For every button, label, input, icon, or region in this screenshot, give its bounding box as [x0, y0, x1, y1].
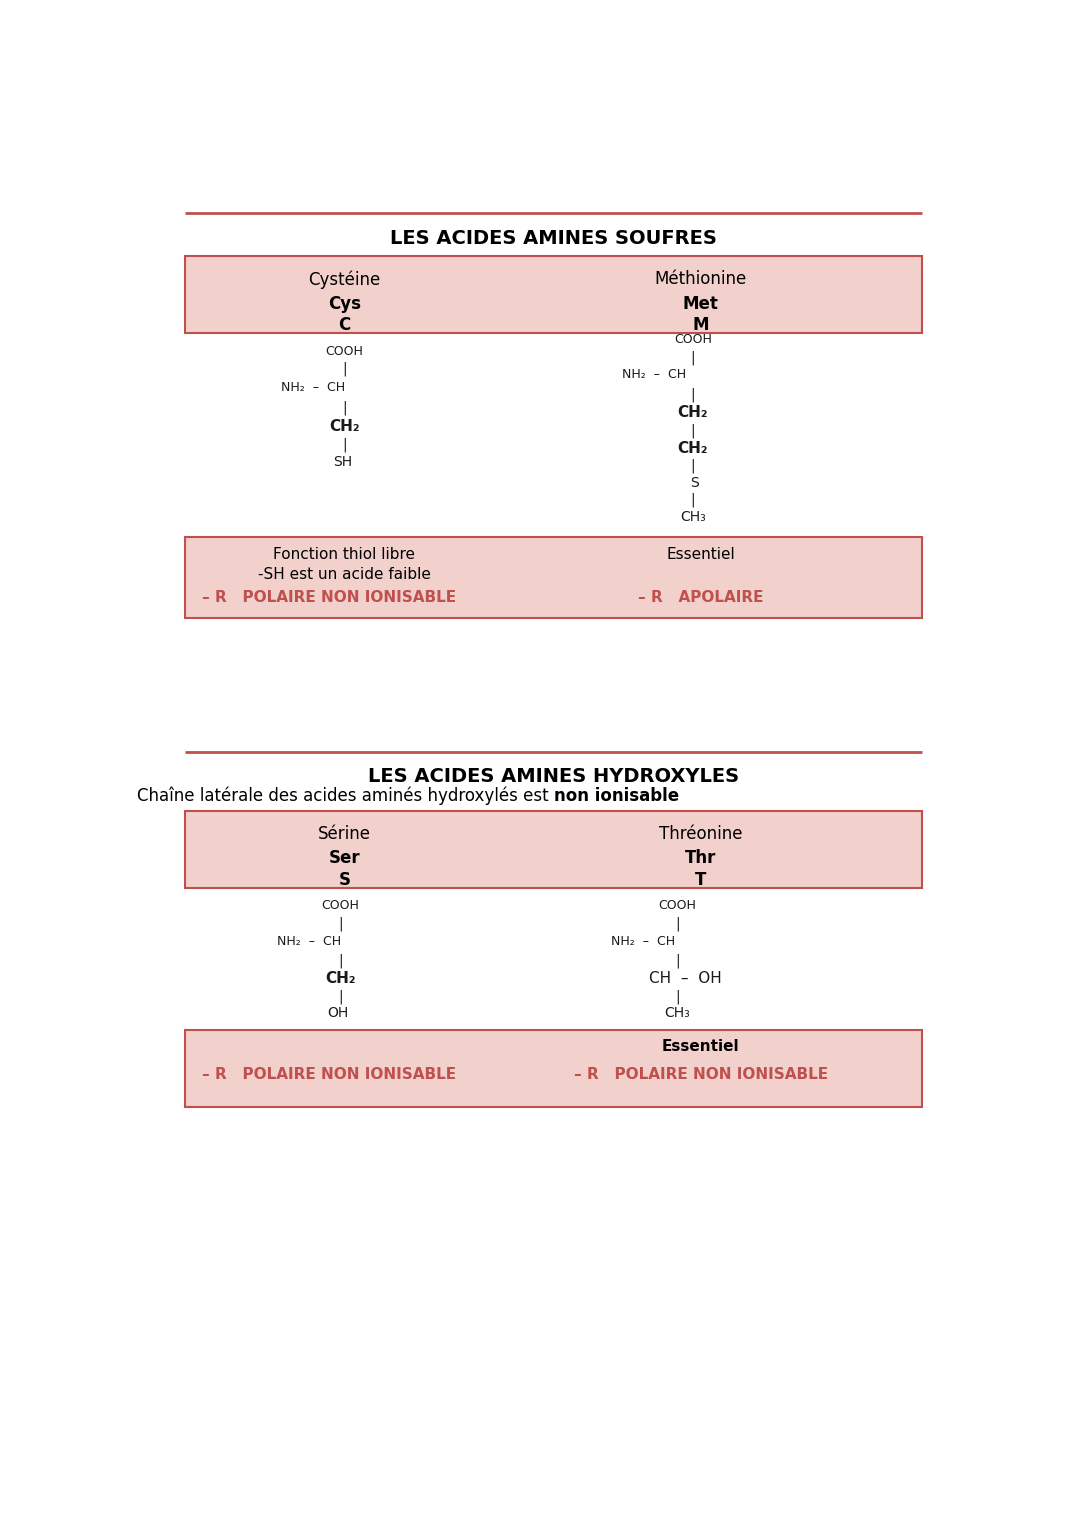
Text: |: | — [338, 916, 342, 931]
Text: Thr: Thr — [685, 849, 716, 867]
Text: Essentiel: Essentiel — [666, 547, 735, 562]
Bar — [186, 257, 921, 333]
Text: COOH: COOH — [322, 899, 360, 912]
Text: |: | — [338, 953, 342, 968]
Text: |: | — [691, 460, 696, 473]
Text: S: S — [690, 476, 699, 490]
Text: |: | — [691, 493, 696, 507]
Text: Ser: Ser — [328, 849, 360, 867]
Text: M: M — [692, 316, 708, 334]
Text: SH: SH — [333, 455, 352, 469]
Text: |: | — [342, 362, 347, 376]
Text: CH₂: CH₂ — [329, 418, 360, 434]
Text: non ionisable: non ionisable — [554, 786, 678, 805]
Text: |: | — [675, 953, 679, 968]
Text: CH₂: CH₂ — [678, 441, 708, 457]
Text: Cystéine: Cystéine — [308, 270, 380, 289]
Text: COOH: COOH — [325, 345, 363, 357]
Text: CH₂: CH₂ — [678, 405, 708, 420]
Text: LES ACIDES AMINES HYDROXYLES: LES ACIDES AMINES HYDROXYLES — [368, 767, 739, 786]
Text: |: | — [675, 989, 679, 1003]
Text: |: | — [338, 989, 342, 1003]
Text: C: C — [338, 316, 350, 334]
Text: CH  –  OH: CH – OH — [649, 971, 721, 986]
Text: Fonction thiol libre: Fonction thiol libre — [273, 547, 415, 562]
Text: S: S — [338, 870, 350, 889]
Text: CH₂: CH₂ — [325, 971, 355, 986]
Text: |: | — [691, 423, 696, 438]
Text: – R   APOLAIRE: – R APOLAIRE — [638, 589, 764, 605]
Text: |: | — [342, 437, 347, 452]
Text: Méthionine: Méthionine — [654, 270, 747, 289]
Text: CH₃: CH₃ — [664, 1006, 690, 1020]
Text: Cys: Cys — [327, 295, 361, 313]
Text: |: | — [675, 916, 679, 931]
Bar — [186, 811, 921, 887]
Text: – R   POLAIRE NON IONISABLE: – R POLAIRE NON IONISABLE — [202, 589, 456, 605]
Text: Sérine: Sérine — [318, 825, 370, 843]
Text: NH₂  –  CH: NH₂ – CH — [281, 382, 346, 394]
Bar — [186, 538, 921, 618]
Text: COOH: COOH — [674, 333, 712, 347]
Text: NH₂  –  CH: NH₂ – CH — [610, 935, 675, 948]
Text: – R   POLAIRE NON IONISABLE: – R POLAIRE NON IONISABLE — [202, 1067, 456, 1083]
Text: Thréonine: Thréonine — [659, 825, 743, 843]
Text: Chaîne latérale des acides aminés hydroxylés est: Chaîne latérale des acides aminés hydrox… — [137, 786, 554, 805]
Text: Essentiel: Essentiel — [662, 1040, 740, 1055]
Text: |: | — [342, 400, 347, 415]
Text: Met: Met — [683, 295, 718, 313]
Text: T: T — [696, 870, 706, 889]
Text: COOH: COOH — [659, 899, 697, 912]
Text: OH: OH — [327, 1006, 349, 1020]
Text: NH₂  –  CH: NH₂ – CH — [278, 935, 341, 948]
Text: |: | — [691, 388, 696, 402]
Text: LES ACIDES AMINES SOUFRES: LES ACIDES AMINES SOUFRES — [390, 229, 717, 249]
Bar — [186, 1031, 921, 1107]
Text: |: | — [691, 350, 696, 365]
Text: CH₃: CH₃ — [680, 510, 706, 524]
Text: -SH est un acide faible: -SH est un acide faible — [258, 567, 431, 582]
Text: – R   POLAIRE NON IONISABLE: – R POLAIRE NON IONISABLE — [573, 1067, 827, 1083]
Text: NH₂  –  CH: NH₂ – CH — [622, 368, 686, 382]
